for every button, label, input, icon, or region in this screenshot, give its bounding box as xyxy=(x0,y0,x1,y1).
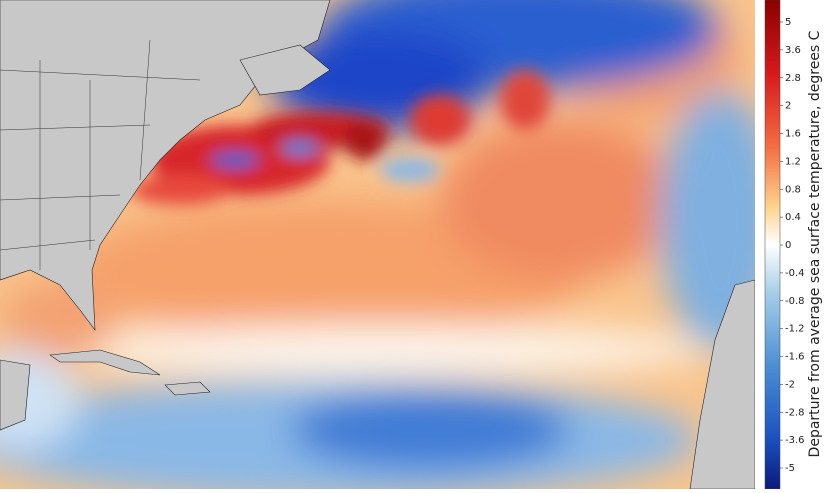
colorbar-tick-label: 2.8 xyxy=(785,73,801,84)
colorbar-label: Departure from average sea surface tempe… xyxy=(807,30,823,457)
colorbar-tick-label: -3.6 xyxy=(785,435,805,446)
borders xyxy=(0,39,201,270)
colorbar-tick-label: -5 xyxy=(785,463,795,474)
colorbar xyxy=(764,0,781,490)
colorbar-tick-label: -0.8 xyxy=(785,296,805,307)
sst-map xyxy=(0,0,755,489)
colorbar-tick-label: -0.4 xyxy=(785,268,805,279)
colorbar-tick-label: 2 xyxy=(785,101,791,112)
colorbar-tick-label: -1.6 xyxy=(785,352,805,363)
colorbar-tick-label: 0.4 xyxy=(785,212,801,223)
colorbar-tick-label: 0.8 xyxy=(785,184,801,195)
colorbar-tick-label: 5 xyxy=(785,17,791,28)
africa-land xyxy=(689,279,755,489)
newfoundland xyxy=(239,44,331,96)
colorbar-tick-label: -2.8 xyxy=(785,407,805,418)
cuba xyxy=(49,349,161,376)
colorbar-tick-label: 1.6 xyxy=(785,129,801,140)
colorbar-tick-label: 0 xyxy=(785,240,791,251)
colorbar-tick-label: 1.2 xyxy=(785,156,801,167)
colorbar-tick-label: -1.2 xyxy=(785,324,805,335)
colorbar-tick-label: 3.6 xyxy=(785,45,801,56)
hispaniola xyxy=(164,381,211,396)
anomaly-detail xyxy=(130,70,550,205)
colorbar-tick-label: -2 xyxy=(785,379,795,390)
central-america xyxy=(0,359,31,431)
